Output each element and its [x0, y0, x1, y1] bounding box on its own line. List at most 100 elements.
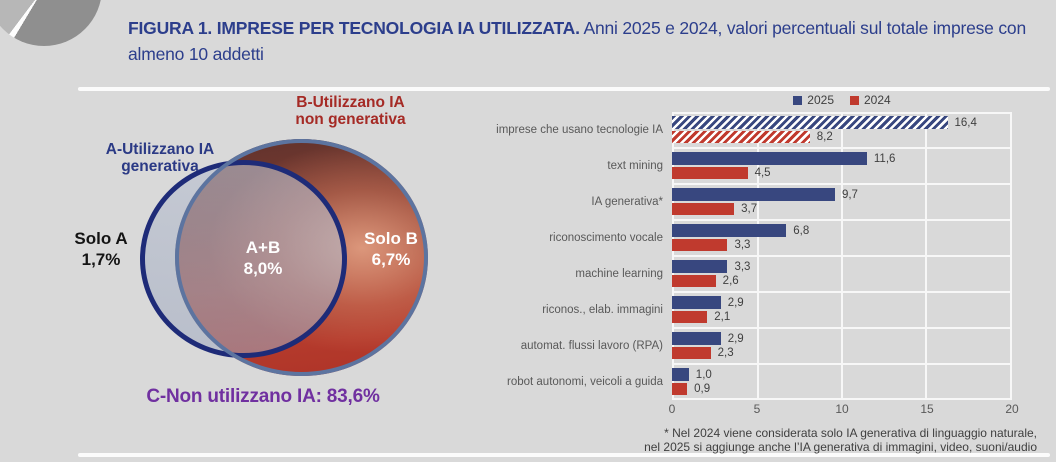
chart-row: robot autonomi, veicoli a guida 1,0 0,9 [488, 364, 1012, 400]
bar-line: 1,0 [672, 368, 712, 381]
bar-group: 9,7 3,7 [672, 184, 1012, 220]
gridline-horizontal [674, 219, 1010, 221]
bar-2024 [672, 239, 728, 251]
bar-2025 [672, 296, 721, 309]
gridline-horizontal [674, 327, 1010, 329]
value-label-2025: 11,6 [873, 152, 896, 165]
gridline-horizontal [674, 183, 1010, 185]
bar-line: 16,4 [672, 116, 977, 129]
chart-row: automat. flussi lavoro (RPA) 2,9 2,3 [488, 328, 1012, 364]
x-tick-label: 0 [668, 402, 676, 416]
bar-group: 1,0 0,9 [672, 364, 1012, 400]
category-label: riconoscimento vocale [549, 232, 663, 244]
legend-swatch-2025 [793, 95, 803, 105]
venn-circle-b-border [175, 139, 428, 376]
bar-2024 [672, 383, 688, 395]
chart-row: machine learning 3,3 2,6 [488, 256, 1012, 292]
category-label: IA generativa* [591, 196, 663, 208]
bar-chart: imprese che usano tecnologie IA 16,4 8,2 te… [488, 112, 1012, 400]
x-tick-label: 10 [835, 402, 849, 416]
category-label: text mining [607, 160, 663, 172]
bar-line: 6,8 [672, 224, 809, 237]
value-label-2024: 0,9 [694, 383, 711, 395]
category-label: machine learning [575, 268, 663, 280]
gridline-horizontal [674, 147, 1010, 149]
venn-set-a-line1: A-Utilizzano IA [105, 141, 215, 158]
solo-b-name: Solo B [364, 229, 418, 248]
x-tick-label: 5 [753, 402, 761, 416]
bar-line: 3,3 [672, 239, 750, 251]
legend-label-2024: 2024 [864, 93, 891, 107]
solo-b-value: 6,7% [371, 250, 411, 269]
bar-line: 2,9 [672, 332, 744, 345]
x-tick-label: 15 [920, 402, 934, 416]
bar-line: 8,2 [672, 131, 833, 143]
bar-group: 3,3 2,6 [672, 256, 1012, 292]
venn-non-users-label: C-Non utilizzano IA: 83,6% [146, 386, 380, 407]
chart-row: IA generativa* 9,7 3,7 [488, 184, 1012, 220]
bar-2024 [672, 203, 735, 215]
chart-row: riconoscimento vocale 6,8 3,3 [488, 220, 1012, 256]
value-label-2025: 6,8 [793, 224, 810, 237]
bar-line: 4,5 [672, 167, 771, 179]
bar-line: 2,1 [672, 311, 730, 323]
bar-2025 [672, 224, 787, 237]
category-label: robot autonomi, veicoli a guida [507, 376, 663, 388]
solo-a-name: Solo A [74, 229, 128, 248]
figure-number: FIGURA 1. [128, 18, 213, 38]
value-label-2025: 1,0 [695, 368, 712, 381]
legend-swatch-2024 [850, 95, 859, 105]
bar-group: 6,8 3,3 [672, 220, 1012, 256]
value-label-2025: 9,7 [841, 188, 858, 201]
bar-2024 [672, 347, 711, 359]
bar-group: 2,9 2,1 [672, 292, 1012, 328]
top-divider [78, 87, 1050, 91]
bar-2025 [672, 116, 948, 129]
a-plus-b-name: A+B [245, 238, 281, 257]
figure-subtitle: Anni 2025 e 2024, valori percentuali sul… [128, 18, 1026, 64]
bar-2025 [672, 188, 835, 201]
value-label-2024: 3,7 [741, 203, 758, 215]
figure-title: IMPRESE PER TECNOLOGIA IA UTILIZZATA. [216, 18, 580, 38]
a-plus-b-value: 8,0% [243, 259, 283, 278]
category-label: riconos., elab. immagini [542, 304, 663, 316]
venn-set-a-label: A-Utilizzano IA generativa [70, 141, 250, 175]
bar-line: 2,6 [672, 275, 739, 287]
gridline-horizontal [674, 363, 1010, 365]
footnote-line2: nel 2025 si aggiunge anche l’IA generati… [644, 440, 1037, 454]
bar-line: 2,3 [672, 347, 734, 359]
bar-2025 [672, 332, 721, 345]
figure-title-block: FIGURA 1. IMPRESE PER TECNOLOGIA IA UTIL… [128, 15, 1042, 67]
bar-2024 [672, 311, 708, 323]
x-tick-label: 20 [1005, 402, 1019, 416]
value-label-2024: 2,3 [717, 347, 734, 359]
bar-group: 11,6 4,5 [672, 148, 1012, 184]
legend-item-2024: 2024 [850, 93, 891, 107]
value-label-2024: 2,6 [722, 275, 739, 287]
chart-row: text mining 11,6 4,5 [488, 148, 1012, 184]
bar-2025 [672, 152, 867, 165]
solo-a-value: 1,7% [81, 250, 121, 269]
bar-2025 [672, 260, 728, 273]
bar-2024 [672, 131, 810, 143]
bar-line: 9,7 [672, 188, 858, 201]
bar-line: 2,9 [672, 296, 744, 309]
venn-set-a-line2: generativa [121, 158, 199, 175]
value-label-2024: 4,5 [754, 167, 771, 179]
bar-group: 16,4 8,2 [672, 112, 1012, 148]
x-axis: 0 5 10 15 20 [668, 402, 1019, 416]
value-label-2024: 3,3 [734, 239, 751, 251]
venn-solo-b-value: Solo B 6,7% [346, 228, 436, 270]
bottom-divider [78, 453, 1050, 457]
corner-pie-logo [0, 0, 102, 46]
bar-2024 [672, 275, 716, 287]
legend-label-2025: 2025 [807, 93, 834, 107]
bar-line: 11,6 [672, 152, 895, 165]
legend-item-2025: 2025 [793, 93, 834, 107]
bar-line: 3,3 [672, 260, 750, 273]
gridline-horizontal [674, 291, 1010, 293]
bar-group: 2,9 2,3 [672, 328, 1012, 364]
chart-legend: 2025 2024 [672, 93, 1012, 107]
bar-line: 0,9 [672, 383, 710, 395]
